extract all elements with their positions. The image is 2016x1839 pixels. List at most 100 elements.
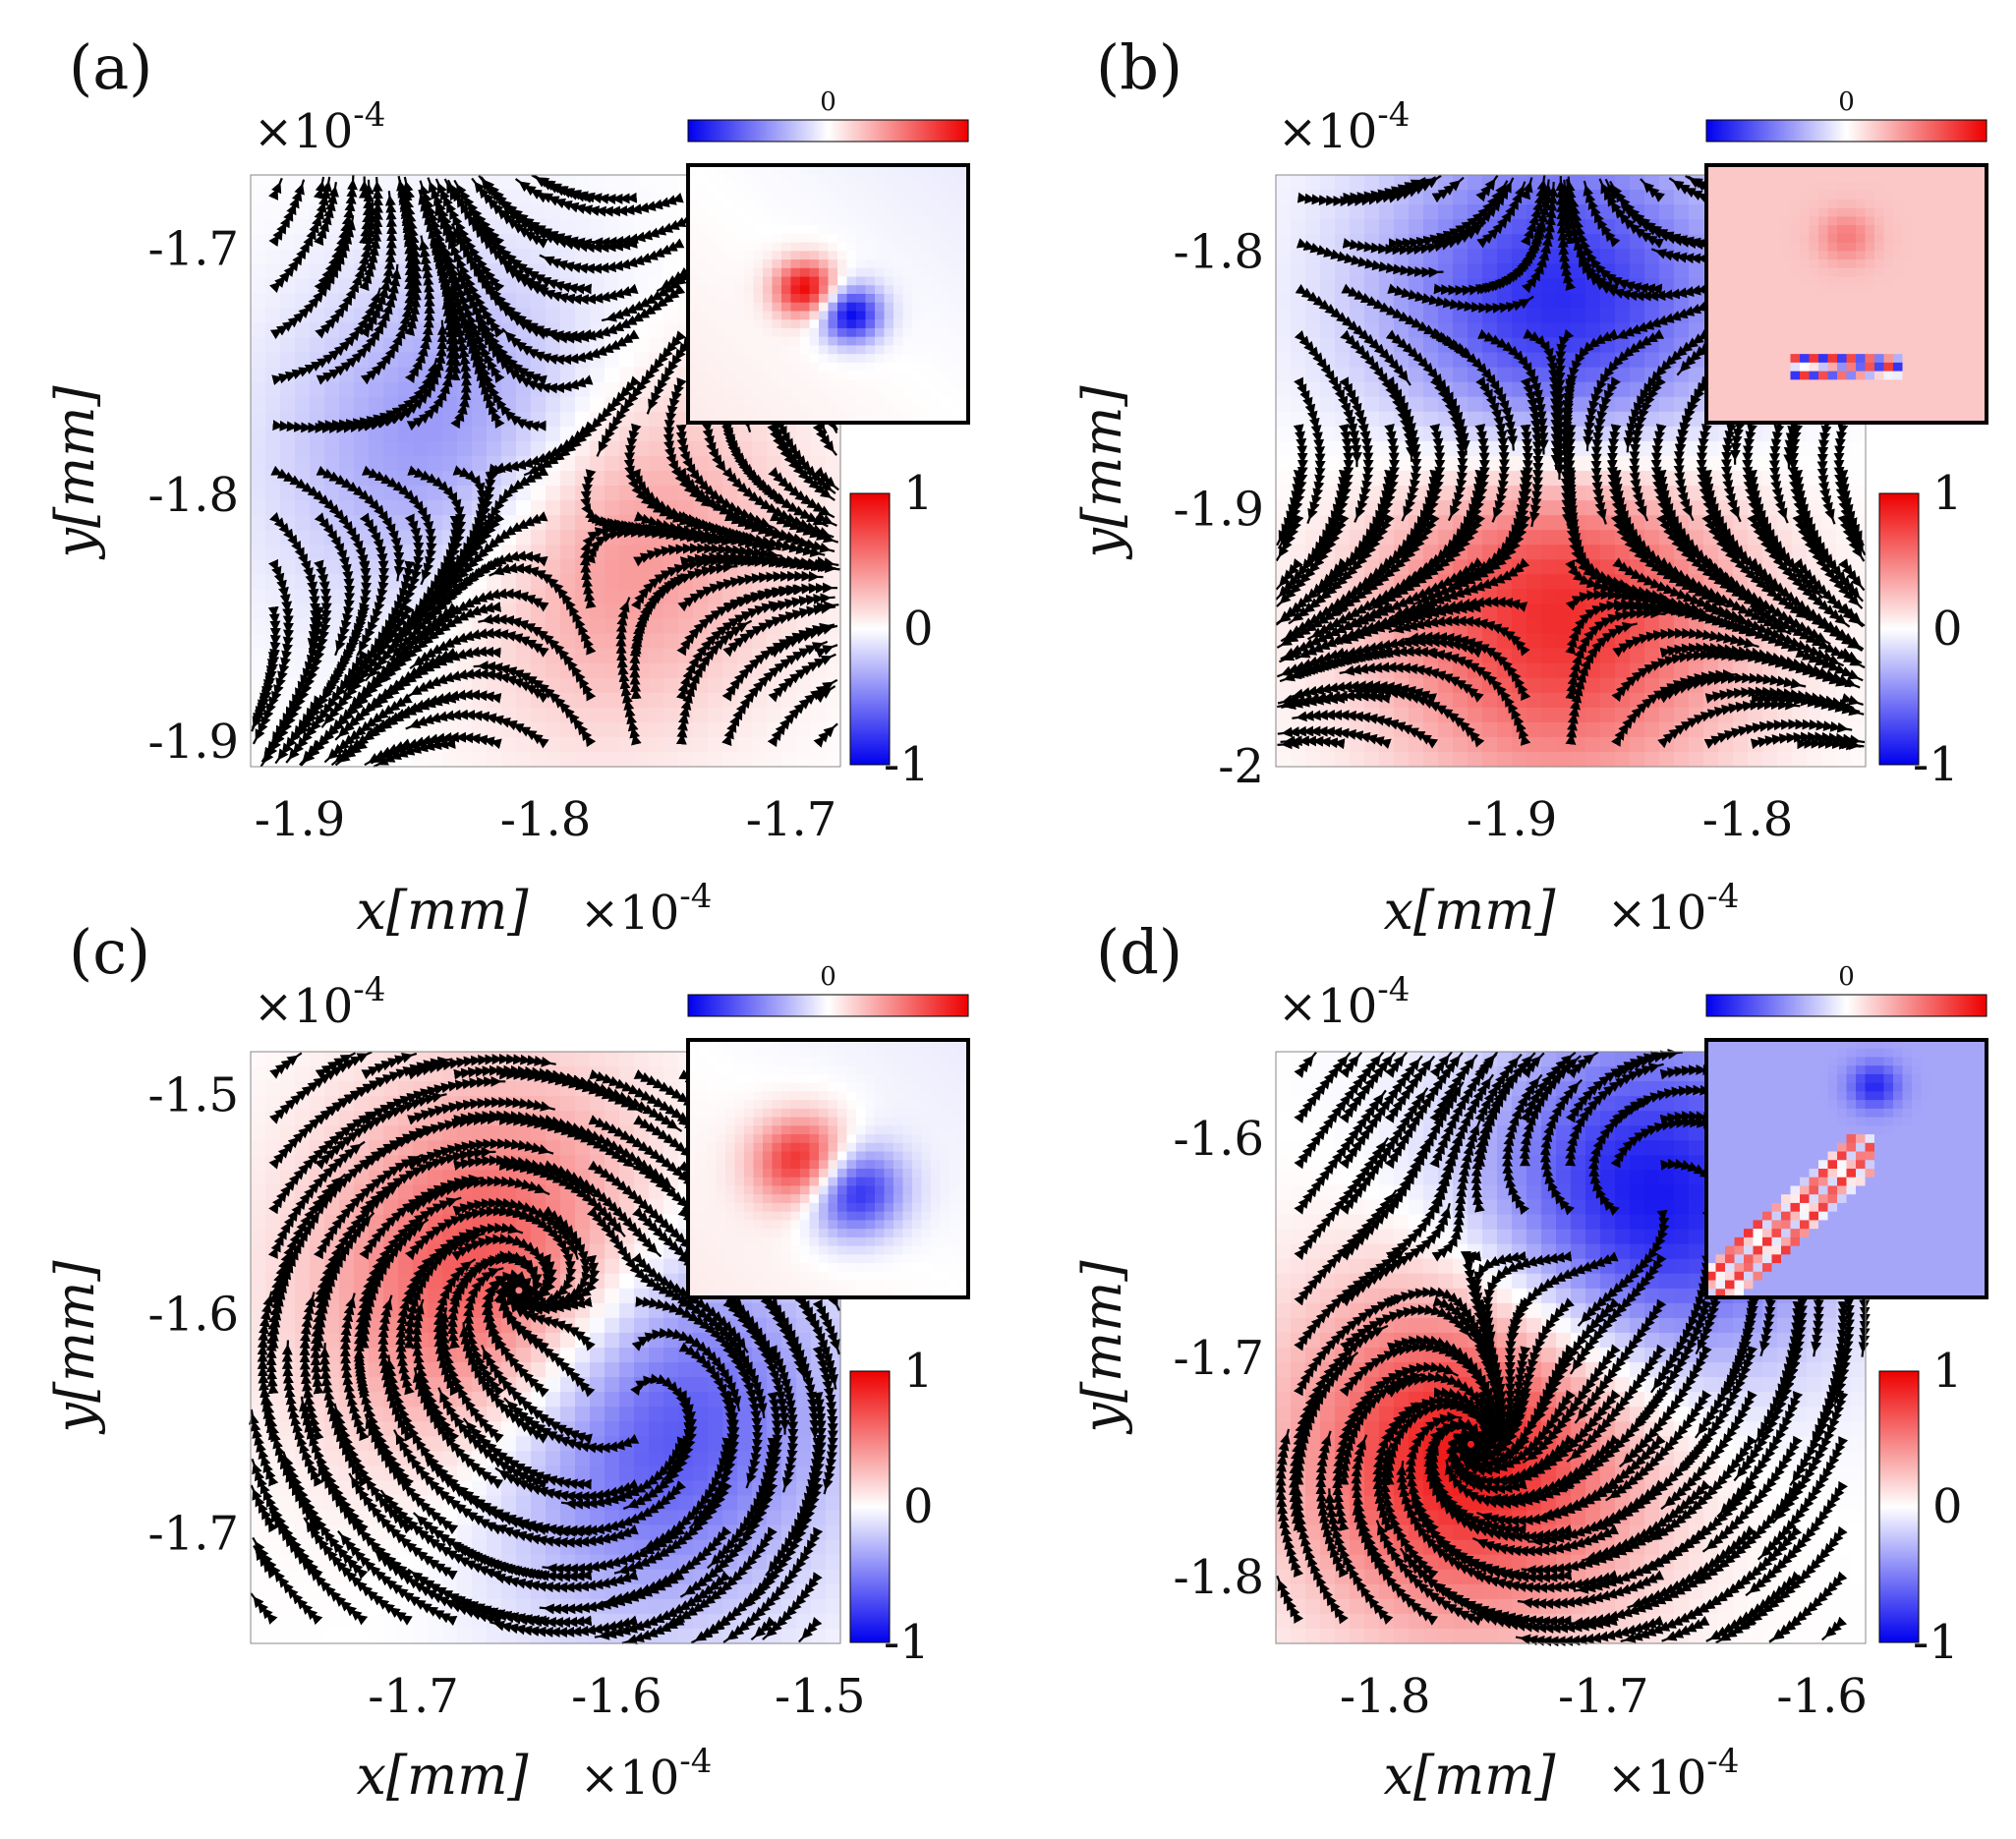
inset-cell bbox=[1771, 173, 1782, 184]
heatmap-cell bbox=[1733, 426, 1749, 442]
heatmap-cell bbox=[324, 574, 340, 590]
heatmap-cell bbox=[663, 471, 679, 487]
inset-cell bbox=[809, 165, 820, 175]
inset-cell bbox=[734, 302, 745, 313]
inset-cell bbox=[1753, 311, 1763, 320]
heatmap-cell bbox=[634, 411, 650, 428]
inset-cell bbox=[940, 311, 950, 320]
heatmap-cell bbox=[1453, 249, 1469, 264]
heatmap-cell bbox=[280, 381, 296, 398]
heatmap-cell bbox=[1630, 707, 1645, 723]
inset-cell bbox=[921, 371, 932, 380]
heatmap-cell bbox=[1438, 574, 1454, 590]
heatmap-cell bbox=[575, 175, 591, 191]
inset-cell bbox=[1744, 199, 1755, 209]
heatmap-cell bbox=[1556, 545, 1572, 560]
inset-cell bbox=[716, 225, 726, 235]
heatmap-cell bbox=[1320, 175, 1336, 191]
inset-cell bbox=[1865, 173, 1875, 184]
inset-cell bbox=[931, 354, 942, 364]
inset-cell bbox=[875, 302, 886, 313]
heatmap-cell bbox=[354, 190, 370, 205]
inset-cell bbox=[1771, 302, 1782, 313]
inset-cell bbox=[893, 319, 904, 329]
inset-cell bbox=[856, 294, 867, 304]
inset-cell bbox=[1734, 182, 1745, 192]
heatmap-cell bbox=[605, 500, 620, 516]
heatmap-cell bbox=[634, 440, 650, 457]
heatmap-cell bbox=[1556, 721, 1572, 738]
inset-cell bbox=[1725, 311, 1736, 320]
heatmap-cell bbox=[1409, 367, 1424, 383]
inset-cell bbox=[1781, 354, 1792, 364]
heatmap-cell bbox=[413, 219, 429, 235]
heatmap-cell bbox=[265, 455, 281, 472]
inset-cell bbox=[1744, 336, 1755, 346]
heatmap-cell bbox=[1733, 530, 1749, 546]
heatmap-cell bbox=[1718, 662, 1734, 679]
heatmap-cell bbox=[678, 751, 694, 768]
inset-cell bbox=[940, 388, 950, 398]
heatmap-cell bbox=[383, 455, 399, 472]
heatmap-cell bbox=[1335, 545, 1351, 560]
heatmap-cell bbox=[501, 175, 517, 191]
heatmap-cell bbox=[1762, 692, 1778, 709]
inset-cell bbox=[1781, 207, 1792, 217]
inset-cell bbox=[921, 267, 932, 278]
inset-cell bbox=[772, 165, 782, 175]
heatmap-cell bbox=[339, 440, 355, 457]
heatmap-cell bbox=[1644, 263, 1660, 279]
inset-cell bbox=[846, 225, 857, 235]
inset-cell bbox=[716, 216, 726, 226]
heatmap-cell bbox=[619, 175, 635, 191]
inset-cell bbox=[763, 302, 774, 313]
inset-cell bbox=[819, 191, 830, 201]
inset-cell bbox=[1744, 396, 1755, 407]
inset-cell bbox=[902, 311, 913, 320]
inset-cell bbox=[753, 267, 764, 278]
inset-cell bbox=[921, 199, 932, 209]
heatmap-cell bbox=[1423, 736, 1439, 753]
inset-cell bbox=[1762, 336, 1773, 346]
inset-cell bbox=[716, 302, 726, 313]
heatmap-cell bbox=[1497, 677, 1513, 694]
inset-cell bbox=[931, 225, 942, 235]
heatmap-cell bbox=[546, 204, 561, 220]
inset-cell bbox=[865, 225, 876, 235]
inset-cell bbox=[725, 319, 736, 329]
heatmap-cell bbox=[1482, 707, 1498, 723]
heatmap-cell bbox=[1364, 337, 1380, 354]
heatmap-cell bbox=[398, 545, 414, 560]
heatmap-cell bbox=[649, 263, 664, 279]
heatmap-cell bbox=[501, 692, 517, 709]
inset-cell bbox=[753, 199, 764, 209]
inset-cell bbox=[884, 327, 894, 338]
heatmap-cell bbox=[251, 426, 266, 442]
heatmap-cell bbox=[516, 396, 532, 413]
inset-cell bbox=[893, 285, 904, 295]
inset-cell bbox=[875, 182, 886, 192]
heatmap-cell bbox=[457, 736, 473, 753]
heatmap-cell bbox=[1409, 278, 1424, 294]
inset-cell bbox=[697, 336, 708, 346]
heatmap-cell bbox=[1571, 486, 1586, 501]
heatmap-cell bbox=[1276, 500, 1292, 516]
inset-cell bbox=[744, 362, 755, 373]
heatmap-cell bbox=[546, 337, 561, 354]
heatmap-cell bbox=[251, 486, 266, 501]
inset-cell bbox=[931, 371, 942, 380]
inset-cell bbox=[1809, 336, 1819, 346]
inset-cell bbox=[772, 302, 782, 313]
heatmap-cell bbox=[1438, 692, 1454, 709]
inset-cell bbox=[809, 285, 820, 295]
inset-cell bbox=[893, 362, 904, 373]
heatmap-cell bbox=[531, 337, 547, 354]
heatmap-cell bbox=[1453, 455, 1469, 472]
inset-cell bbox=[1827, 345, 1838, 355]
heatmap-cell bbox=[516, 648, 532, 664]
heatmap-cell bbox=[1438, 530, 1454, 546]
heatmap-cell bbox=[826, 707, 841, 723]
heatmap-cell bbox=[560, 633, 576, 650]
heatmap-cell bbox=[295, 204, 311, 220]
heatmap-cell bbox=[590, 692, 605, 709]
